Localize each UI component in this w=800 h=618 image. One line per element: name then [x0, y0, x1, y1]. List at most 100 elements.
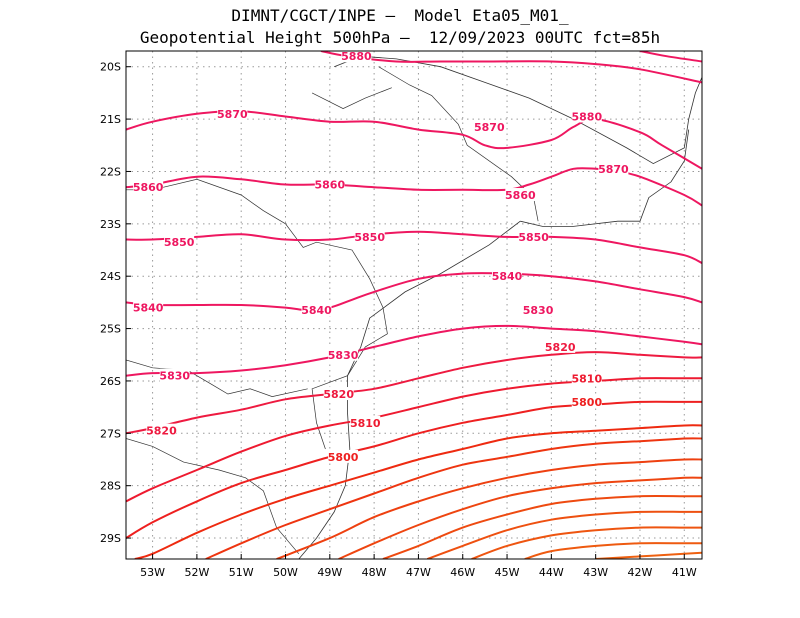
state-border [126, 438, 300, 555]
x-tick-label: 53W [140, 566, 165, 579]
contour-labels: 5880 5880 5870 5870 5870 5860 5860 5860 5850 5850… [133, 49, 629, 464]
x-tick-label: 50W [273, 566, 298, 579]
contour-line-unlabeled-18 [595, 551, 702, 559]
x-tick-label: 44W [539, 566, 564, 579]
contour-label-bg [328, 347, 359, 361]
contour-label: 5840 [492, 270, 523, 283]
contour-label: 5860 [315, 179, 346, 192]
contour-line-unlabeled-15 [426, 510, 702, 559]
x-tick-label: 41W [672, 566, 697, 579]
x-tick-label: 49W [317, 566, 342, 579]
contour-line-5810 [126, 377, 702, 503]
contour-label-bg [598, 161, 629, 175]
y-tick-label: 21S [100, 113, 121, 126]
contour-line-unlabeled-17 [524, 542, 702, 559]
state-border [311, 87, 392, 109]
contour-label-bg [133, 300, 164, 314]
contour-label: 5800 [328, 451, 359, 464]
contour-label: 5880 [571, 110, 602, 123]
axis-ticks: 53W 52W 51W 50W 49W 48W 47W 46W 45W 44W 43W 42W 41W 2… [100, 61, 697, 579]
contour-label-bg [571, 371, 602, 385]
contour-label-bg [354, 229, 385, 243]
contour-label: 5850 [164, 236, 195, 249]
contour-line-unlabeled-10 [134, 424, 702, 559]
contour-line-unlabeled-16 [471, 526, 702, 559]
contour-label: 5820 [323, 388, 354, 401]
x-tick-label: 47W [406, 566, 431, 579]
contour-label: 5830 [159, 370, 190, 383]
x-tick-label: 51W [229, 566, 254, 579]
contour-label: 5870 [598, 163, 629, 176]
contour-label-bg [518, 229, 549, 243]
contour-label: 5800 [571, 396, 602, 409]
contour-label: 5850 [354, 231, 385, 244]
contour-line-unlabeled-12 [276, 458, 702, 559]
contour-line-unlabeled-11 [205, 437, 702, 559]
plot-frame [125, 50, 703, 560]
contour-label-bg [159, 368, 190, 382]
contour-label-bg [571, 109, 602, 123]
contour-label-bg [133, 180, 164, 194]
y-tick-label: 23S [100, 218, 121, 231]
y-tick-label: 26S [100, 375, 121, 388]
contour-label: 5880 [341, 50, 372, 63]
contour-line-5880 [639, 51, 702, 63]
contour-label: 5810 [350, 417, 381, 430]
contour-line-5870 [126, 110, 702, 170]
y-tick-label: 28S [100, 480, 121, 493]
x-tick-label: 45W [495, 566, 520, 579]
map-title-line1: DIMNT/CGCT/INPE – Model Eta05_M01_ [231, 6, 569, 25]
y-tick-label: 24S [100, 270, 121, 283]
contour-label: 5810 [571, 372, 602, 385]
state-border [126, 178, 388, 450]
contour-label-bg [505, 188, 536, 202]
contour-label: 5820 [146, 425, 177, 438]
contour-line-5820 [126, 351, 702, 435]
contour-label: 5820 [545, 341, 576, 354]
contour-label: 5850 [518, 231, 549, 244]
y-tick-label: 27S [100, 427, 121, 440]
contour-label: 5860 [505, 189, 536, 202]
contour-label-bg [323, 387, 354, 401]
contour-label-bg [474, 119, 505, 133]
contour-label-bg [571, 394, 602, 408]
state-border [126, 359, 308, 397]
y-tick-label: 22S [100, 165, 121, 178]
contour-label-bg [328, 449, 359, 463]
contour-label: 5870 [474, 121, 505, 134]
contour-line-5830 [126, 324, 702, 377]
y-tick-label: 25S [100, 323, 121, 336]
contour-line-unlabeled-14 [382, 494, 702, 559]
y-tick-label: 20S [100, 61, 121, 74]
contour-label: 5840 [301, 304, 332, 317]
contour-line-5840 [126, 272, 702, 312]
contour-label: 5830 [523, 304, 554, 317]
contour-label: 5830 [328, 349, 359, 362]
x-tick-label: 43W [583, 566, 608, 579]
x-tick-label: 48W [362, 566, 387, 579]
coastline [520, 129, 690, 227]
x-tick-label: 46W [450, 566, 475, 579]
contour-label-bg [301, 303, 332, 317]
contour-label-bg [492, 269, 523, 283]
x-tick-label: 42W [628, 566, 653, 579]
contour-label-bg [545, 339, 576, 353]
contour-label: 5870 [217, 108, 248, 121]
contour-label-bg [350, 415, 381, 429]
geography-lines [126, 55, 702, 559]
contour-label: 5860 [133, 181, 164, 194]
contour-label-bg [341, 49, 372, 63]
contour-label-bg [523, 303, 554, 317]
contour-line-unlabeled-13 [338, 476, 702, 559]
contour-line-5850 [126, 230, 702, 265]
y-tick-label: 29S [100, 532, 121, 545]
contour-line-5800 [126, 400, 702, 539]
contour-label-bg [217, 106, 248, 120]
contour-label-bg [314, 177, 345, 191]
x-tick-label: 52W [184, 566, 209, 579]
contour-label-bg [146, 423, 177, 437]
map-title-line2: Geopotential Height 500hPa – 12/09/2023 … [139, 28, 661, 47]
contour-label-bg [164, 235, 195, 249]
height-contours [126, 51, 702, 559]
